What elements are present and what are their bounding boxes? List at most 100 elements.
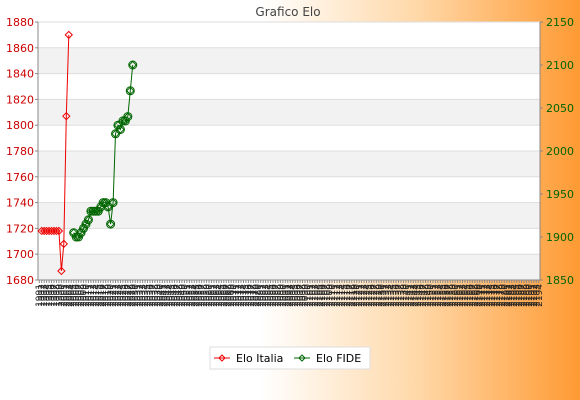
x-tick-label: 2000	[57, 284, 67, 307]
x-tick-label: 2108	[323, 284, 333, 307]
x-tick-label: 2005	[70, 284, 80, 307]
grid-band	[38, 202, 540, 229]
x-tick-label: 2049	[178, 284, 188, 307]
x-tick-label: 2045	[168, 284, 178, 307]
x-tick-label: 2151	[429, 284, 439, 307]
x-tick-label: 2192	[530, 284, 540, 307]
x-tick-label: 2023	[114, 284, 124, 307]
x-tick-label: 1993	[40, 284, 50, 307]
x-tick-label: 2027	[124, 284, 134, 307]
x-tick-label: 2177	[493, 284, 503, 307]
x-tick-label: 2190	[525, 284, 535, 307]
x-tick-label: 2067	[222, 284, 232, 307]
x-tick-label: 2071	[232, 284, 242, 307]
x-tick-label: 2063	[212, 284, 222, 307]
x-tick-label: 2040	[156, 284, 166, 307]
x-tick-label: 2165	[463, 284, 473, 307]
legend-label: Elo FIDE	[316, 352, 361, 365]
series-point	[57, 266, 66, 276]
series-point	[126, 86, 135, 96]
x-tick-label: 2070	[230, 284, 240, 307]
y-left-tick-label: 1820	[6, 93, 34, 106]
y-right-tick-label: 2050	[546, 102, 574, 115]
y-left-tick-label: 1800	[6, 119, 34, 132]
x-tick-label: 2034	[141, 284, 151, 307]
x-tick-label: 2088	[274, 284, 284, 307]
x-tick-label: 2169	[473, 284, 483, 307]
x-tick-label: 2095	[291, 284, 301, 307]
x-tick-label: 2160	[451, 284, 461, 307]
x-tick-label: 2158	[446, 284, 456, 307]
x-tick-label: 2127	[370, 284, 380, 307]
x-tick-label: 2121	[355, 284, 365, 307]
x-tick-label: 2008	[77, 284, 87, 307]
x-tick-label: 2164	[461, 284, 471, 307]
x-tick-label: 2166	[466, 284, 476, 307]
y-right-tick-label: 1950	[546, 188, 574, 201]
series-point	[54, 226, 64, 236]
y-right-tick-label: 2000	[546, 145, 574, 158]
x-tick-label: 2157	[444, 284, 454, 307]
x-tick-label: 2098	[299, 284, 309, 307]
x-tick-label: 2068	[225, 284, 235, 307]
x-tick-label: 2123	[360, 284, 370, 307]
x-tick-label: 2114	[338, 284, 348, 307]
y-right-tick-label: 1900	[546, 231, 574, 244]
x-tick-label: 2130	[377, 284, 387, 307]
x-tick-label: 2185	[513, 284, 523, 307]
x-tick-label: 2172	[481, 284, 491, 307]
x-tick-label: 2194	[535, 284, 545, 307]
x-tick-label: 2042	[161, 284, 171, 307]
x-tick-label: 2060	[205, 284, 215, 307]
x-tick-label: 1997	[50, 284, 60, 307]
x-tick-label: 2117	[345, 284, 355, 307]
x-tick-label: 2062	[210, 284, 220, 307]
x-tick-label: 2110	[328, 284, 338, 307]
x-tick-label: 2191	[527, 284, 537, 307]
series-point	[106, 219, 115, 229]
x-tick-label: 2002	[62, 284, 72, 307]
x-tick-label: 2131	[380, 284, 390, 307]
x-tick-label: 2043	[163, 284, 173, 307]
x-tick-label: 2033	[139, 284, 149, 307]
legend-marker	[298, 354, 306, 362]
x-tick-label: 2184	[510, 284, 520, 307]
series-point	[123, 112, 133, 121]
x-tick-label: 2094	[289, 284, 299, 307]
legend: Elo Italia Elo FIDE	[209, 346, 371, 370]
x-tick-label: 2150	[426, 284, 436, 307]
x-tick-label: 2171	[478, 284, 488, 307]
series-point	[59, 239, 69, 249]
x-tick-label: 2012	[87, 284, 97, 307]
y-right-tick-label: 2150	[546, 16, 574, 29]
x-tick-label: 2154	[436, 284, 446, 307]
x-tick-label: 2179	[498, 284, 508, 307]
chart-title: Grafico Elo	[255, 5, 320, 19]
x-tick-label: 2044	[166, 284, 176, 307]
x-tick-label: 2145	[414, 284, 424, 307]
x-tick-label: 2178	[495, 284, 505, 307]
x-tick-label: 2126	[367, 284, 377, 307]
series-point	[52, 226, 61, 236]
x-tick-label: 2100	[303, 284, 313, 307]
x-tick-label: 2073	[237, 284, 247, 307]
y-left-tick-label: 1700	[6, 248, 34, 261]
grid-band	[38, 254, 540, 280]
x-tick-label: 2090	[279, 284, 289, 307]
x-tick-label: 2120	[353, 284, 363, 307]
x-tick-label: 2082	[259, 284, 269, 307]
x-tick-label: 2075	[242, 284, 252, 307]
x-tick-label: 2105	[316, 284, 326, 307]
legend-marker	[218, 354, 226, 362]
x-tick-label: 1995	[45, 284, 55, 307]
x-tick-label: 2056	[195, 284, 205, 307]
x-tick-label: 2099	[301, 284, 311, 307]
x-tick-label: 2077	[247, 284, 257, 307]
series-layer	[37, 30, 138, 276]
series-point	[62, 111, 71, 121]
x-tick-label: 2163	[458, 284, 468, 307]
x-tick-label: 2189	[522, 284, 532, 307]
x-tick-label: 2152	[431, 284, 441, 307]
